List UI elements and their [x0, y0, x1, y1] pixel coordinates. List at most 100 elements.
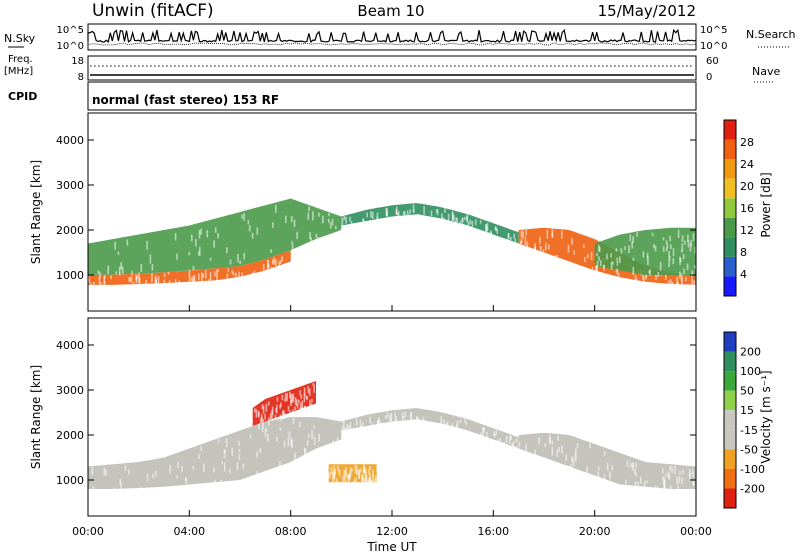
velocity-speckle [295, 399, 298, 406]
power-speckle [199, 246, 201, 256]
power-speckle [278, 261, 280, 269]
velocity-speckle [626, 460, 629, 467]
power-speckle [677, 282, 679, 289]
velocity-speckle [368, 477, 370, 481]
velocity-ylabel: Slant Range [km] [29, 365, 43, 469]
velocity-speckle [203, 463, 205, 473]
velocity-speckle [268, 417, 270, 426]
power-speckle [318, 212, 320, 217]
velocity-speckle [262, 422, 264, 429]
velocity-speckle [280, 402, 282, 408]
time-tick-label: 16:00 [477, 525, 509, 538]
velocity-speckle [611, 465, 614, 470]
velocity-speckle [575, 448, 577, 458]
velocity-speckle [368, 468, 370, 475]
velocity-speckle [351, 468, 353, 472]
power-speckle [107, 265, 110, 275]
velocity-speckle [372, 473, 374, 479]
velocity-speckle [348, 425, 350, 432]
power-speckle [331, 218, 334, 226]
velocity-speckle [294, 397, 297, 405]
power-speckle [226, 273, 229, 282]
power-speckle [243, 213, 245, 221]
velocity-speckle [276, 404, 278, 414]
velocity-speckle [664, 485, 666, 492]
velocity-speckle [364, 470, 367, 475]
power-speckle [685, 277, 687, 282]
velocity-speckle [265, 428, 268, 432]
power-speckle [192, 266, 195, 271]
power-speckle [406, 210, 409, 218]
velocity-speckle [359, 419, 362, 428]
velocity-speckle [375, 475, 377, 482]
velocity-speckle [692, 472, 694, 478]
power-speckle [149, 254, 152, 264]
velocity-speckle [606, 462, 609, 470]
velocity-speckle [662, 477, 664, 481]
power-speckle [525, 229, 528, 236]
velocity-speckle [318, 434, 320, 442]
power-speckle [121, 266, 124, 274]
noise-search-trace [87, 42, 697, 46]
velocity-speckle [306, 439, 309, 446]
power-speckle [677, 229, 680, 238]
power-speckle [275, 205, 277, 213]
velocity-speckle [384, 415, 387, 419]
power-speckle [312, 211, 314, 221]
velocity-speckle [294, 406, 296, 411]
power-speckle [642, 251, 645, 258]
power-speckle [573, 250, 575, 255]
power-speckle [587, 253, 589, 259]
power-speckle [590, 251, 593, 261]
velocity-speckle [176, 475, 178, 479]
velocity-speckle [271, 410, 273, 414]
power-speckle [599, 260, 602, 267]
velocity-speckle [291, 409, 294, 416]
power-speckle [556, 255, 558, 262]
power-speckle [293, 219, 296, 228]
velocity-speckle [676, 476, 678, 485]
velocity-speckle [301, 400, 304, 409]
power-speckle [635, 278, 638, 283]
velocity-speckle [589, 443, 591, 449]
velocity-speckle [238, 479, 241, 484]
power-speckle [253, 270, 256, 276]
velocity-colorbar-cell [724, 410, 736, 430]
power-speckle [362, 219, 365, 226]
power-colorbar-cell [724, 276, 736, 296]
power-colorbar-cell [724, 256, 736, 277]
power-speckle [649, 269, 651, 276]
power-speckle [479, 220, 482, 224]
power-speckle [270, 266, 272, 276]
velocity-speckle [298, 399, 300, 404]
power-speckle [686, 263, 689, 271]
velocity-speckle [376, 465, 378, 472]
power-speckle [670, 244, 672, 249]
power-speckle [681, 283, 683, 292]
power-speckle [191, 276, 193, 282]
velocity-speckle [360, 468, 362, 473]
power-speckle [545, 242, 547, 251]
velocity-speckle [311, 430, 313, 439]
power-ytick-label: 4000 [56, 134, 84, 147]
power-speckle [205, 270, 207, 279]
power-speckle [272, 267, 274, 273]
power-speckle [98, 277, 101, 285]
velocity-ytick-label: 1000 [56, 474, 84, 487]
power-speckle [665, 247, 668, 252]
power-speckle [188, 251, 191, 256]
velocity-speckle [525, 444, 527, 453]
velocity-speckle [113, 487, 115, 492]
velocity-speckle [290, 437, 292, 447]
power-speckle [209, 272, 212, 281]
velocity-speckle [299, 408, 302, 414]
velocity-speckle [290, 399, 292, 406]
station-title: Unwin (fitACF) [92, 1, 214, 21]
power-speckle [202, 273, 205, 278]
velocity-speckle [572, 457, 575, 467]
velocity-speckle [304, 448, 307, 458]
power-speckle [157, 276, 160, 285]
power-speckle [461, 217, 464, 222]
velocity-speckle [289, 410, 291, 416]
power-speckle [451, 211, 454, 220]
